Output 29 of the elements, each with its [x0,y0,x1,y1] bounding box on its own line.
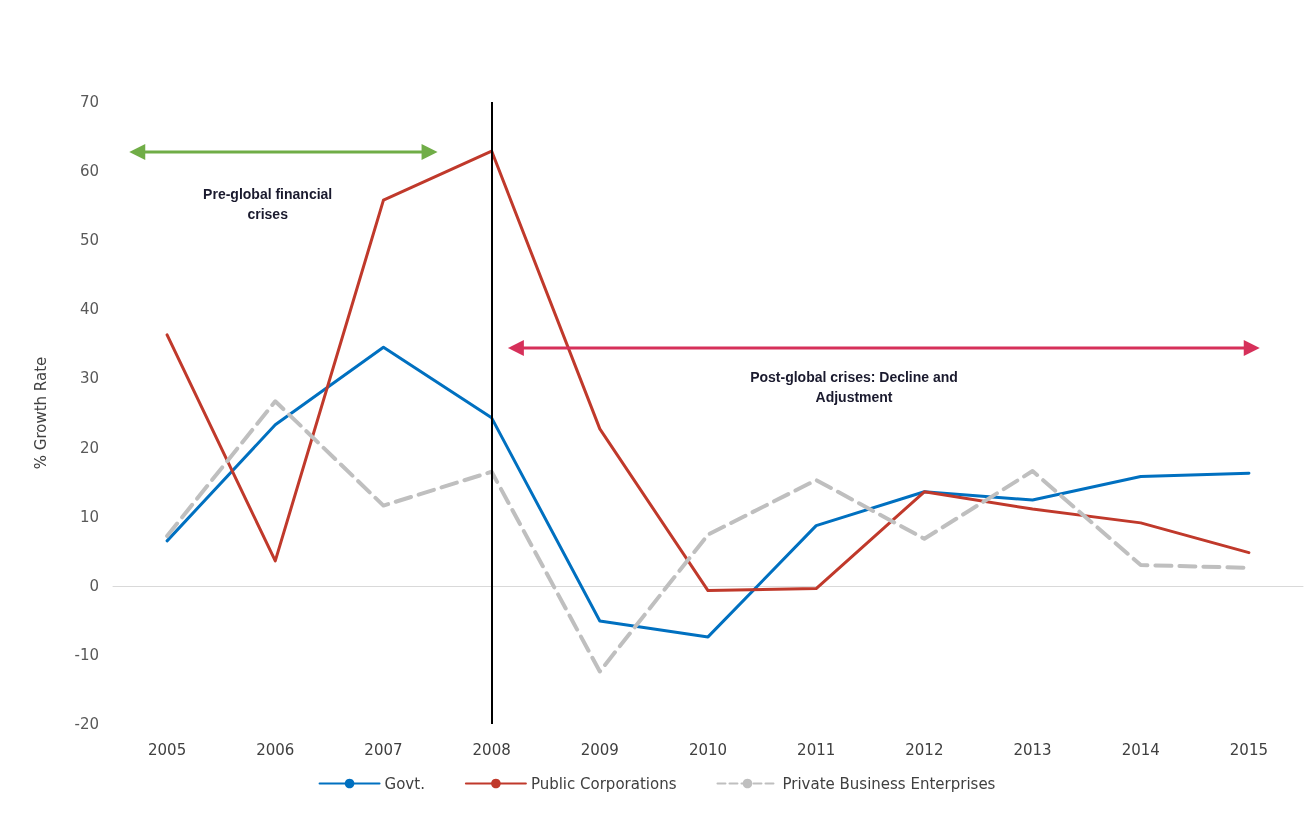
x-tick-label: 2012 [905,740,944,759]
y-axis-title: % Growth Rate [31,356,50,470]
y-tick-label: -20 [74,715,99,733]
line-series [165,149,1251,593]
y-tick-label: 10 [79,507,99,526]
y-tick-label: 70 [79,93,99,111]
y-tick-label: -10 [74,645,99,664]
x-tick-label: 2011 [797,740,836,759]
x-tick-label: 2014 [1121,740,1160,759]
legend-label: Public Corporations [530,774,677,793]
line-series [165,345,1251,639]
y-tick-label: 20 [79,438,99,457]
x-tick-label: 2010 [688,740,728,759]
y-tick-label: 50 [79,231,99,250]
x-tick-label: 2015 [1229,740,1268,759]
x-tick-label: 2005 [148,740,187,759]
x-tick-label: 2013 [1013,740,1052,759]
y-tick-label: 0 [89,576,99,595]
legend-label: Private Business Enterprises [782,774,996,793]
y-tick-label: 40 [79,300,99,319]
y-tick-label: 30 [79,369,99,388]
legend-label: Govt. [384,774,425,793]
x-tick-label: 2006 [256,740,295,759]
x-tick-label: 2007 [364,740,403,759]
x-tick-label: 2008 [472,740,511,759]
x-tick-label: 2009 [580,740,619,759]
y-tick-label: 60 [79,162,99,181]
annotation: Pre-global financial crises [202,185,334,224]
annotation: Post-global crises: Decline and Adjustment [749,368,959,407]
